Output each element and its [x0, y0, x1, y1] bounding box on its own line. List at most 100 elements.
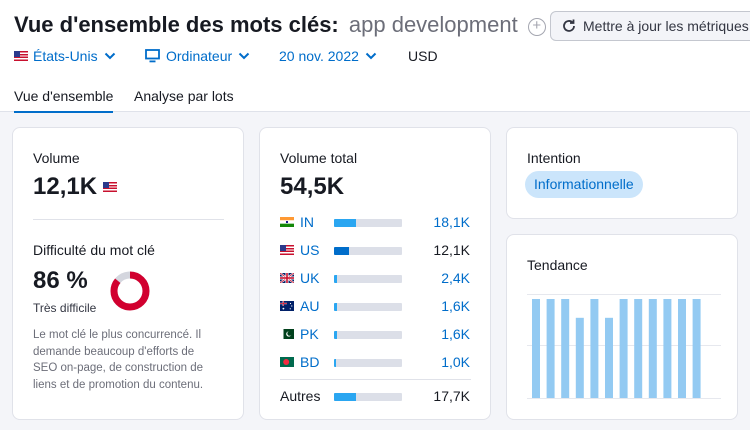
- share-bar: [334, 331, 402, 339]
- country-row-us: US 12,1K: [280, 242, 470, 260]
- country-volume-link[interactable]: 1,6K: [441, 326, 470, 342]
- others-value: 17,7K: [433, 388, 470, 404]
- pakistan-flag-icon: [280, 329, 294, 339]
- tab-bulk-analysis[interactable]: Analyse par lots: [134, 88, 234, 111]
- description-line: Le mot clé le plus concurrencé. Il: [33, 329, 202, 341]
- share-bar: [334, 247, 402, 255]
- tab-overview[interactable]: Vue d'ensemble: [14, 88, 114, 113]
- trend-bar[interactable]: [678, 299, 686, 398]
- country-filter-label: États-Unis: [33, 48, 98, 64]
- currency-value: USD: [408, 48, 438, 64]
- volume-card: Volume 12,1K Difficulté du mot clé 86 % …: [12, 127, 244, 420]
- bangladesh-flag-icon: [280, 357, 294, 367]
- trend-bar[interactable]: [575, 317, 584, 398]
- us-flag-icon: [103, 182, 118, 192]
- share-bar-fill: [334, 393, 356, 401]
- others-row: Autres 17,7K: [280, 388, 470, 406]
- trend-bar[interactable]: [663, 299, 672, 398]
- country-code-link[interactable]: PK: [300, 326, 319, 342]
- trend-bar[interactable]: [561, 299, 570, 398]
- intent-badge: Informationnelle: [525, 171, 643, 198]
- others-label: Autres: [280, 388, 321, 404]
- refresh-icon: [563, 19, 575, 32]
- trend-bar[interactable]: [532, 299, 540, 398]
- us-flag-icon: [14, 51, 28, 61]
- country-volume-link[interactable]: 18,1K: [433, 214, 470, 230]
- total-volume-label: Volume total: [280, 150, 358, 166]
- date-filter-label: 20 nov. 2022: [279, 48, 359, 64]
- country-code-link[interactable]: UK: [300, 270, 320, 286]
- date-filter[interactable]: 20 nov. 2022: [279, 48, 377, 64]
- intent-card: Intention Informationnelle: [506, 127, 738, 219]
- tab-overview-label: Vue d'ensemble: [14, 88, 114, 104]
- trend-bar[interactable]: [648, 299, 657, 398]
- share-bar: [334, 219, 402, 227]
- country-filter[interactable]: États-Unis: [14, 48, 116, 64]
- total-volume-card: Volume total 54,5K IN 18,1K US 12,1K UK …: [259, 127, 491, 420]
- india-flag-icon: [280, 217, 294, 227]
- country-row-au: AU 1,6K: [280, 298, 470, 316]
- device-filter-label: Ordinateur: [166, 48, 233, 64]
- description-line: demande beaucoup d'efforts de: [33, 345, 195, 358]
- description-line: liens et de promotion du contenu.: [33, 378, 204, 391]
- trend-bar[interactable]: [619, 299, 628, 398]
- description-line: SEO on-page, de construction de: [33, 362, 204, 374]
- country-code-link[interactable]: AU: [300, 298, 320, 314]
- add-keyword-icon[interactable]: +: [527, 18, 546, 36]
- trend-bar[interactable]: [590, 299, 599, 398]
- share-bar: [334, 275, 402, 283]
- country-code-link[interactable]: BD: [300, 354, 320, 370]
- tab-bulk-analysis-label: Analyse par lots: [134, 88, 234, 104]
- difficulty-description: Le mot clé le plus concurrencé. Il deman…: [33, 327, 233, 393]
- volume-value: 12,1K: [33, 173, 98, 200]
- share-bar-fill: [334, 247, 349, 255]
- chevron-down-icon: [238, 52, 250, 60]
- difficulty-text: Très difficile: [33, 301, 97, 315]
- trend-label: Tendance: [527, 257, 588, 273]
- update-metrics-button[interactable]: Mettre à jour les métriques: [550, 11, 750, 41]
- title-text: Vue d'ensemble des mots clés:: [14, 12, 339, 37]
- difficulty-label: Difficulté du mot clé: [33, 242, 155, 258]
- us-flag-icon: [280, 245, 294, 255]
- currency-label: USD: [408, 48, 438, 64]
- share-bar-fill: [334, 219, 357, 227]
- share-bar-fill: [334, 275, 338, 283]
- share-bar-fill: [334, 359, 337, 367]
- intent-label: Intention: [527, 150, 581, 166]
- page-header: Vue d'ensemble des mots clés: app develo…: [0, 0, 750, 113]
- country-row-pk: PK 1,6K: [280, 326, 470, 344]
- share-bar-fill: [334, 303, 337, 311]
- share-bar: [334, 303, 402, 311]
- volume-value-row: 12,1K: [33, 173, 118, 201]
- keyword-text: app development: [348, 12, 518, 37]
- difficulty-value: 86 %: [33, 267, 88, 294]
- country-code-link[interactable]: US: [300, 242, 320, 258]
- device-filter[interactable]: Ordinateur: [145, 48, 250, 64]
- page-title: Vue d'ensemble des mots clés: app develo…: [14, 12, 546, 38]
- trend-bar[interactable]: [692, 299, 701, 398]
- share-bar: [334, 359, 402, 367]
- share-bar-fill: [334, 331, 337, 339]
- country-volume-value: 12,1K: [433, 242, 470, 258]
- australia-flag-icon: [280, 301, 294, 311]
- country-code-link[interactable]: IN: [300, 214, 314, 230]
- trend-bar[interactable]: [634, 299, 643, 398]
- chevron-down-icon: [104, 52, 115, 60]
- country-volume-link[interactable]: 2,4K: [441, 270, 470, 286]
- country-row-bd: BD 1,0K: [280, 354, 470, 372]
- desktop-icon: [145, 49, 160, 63]
- divider: [280, 379, 471, 380]
- country-volume-link[interactable]: 1,6K: [441, 298, 470, 314]
- uk-flag-icon: [280, 273, 294, 283]
- difficulty-donut: [110, 271, 150, 311]
- share-bar: [334, 393, 402, 401]
- country-row-uk: UK 2,4K: [280, 270, 470, 288]
- chevron-down-icon: [365, 52, 377, 60]
- update-metrics-label: Mettre à jour les métriques: [583, 18, 749, 34]
- country-row-in: IN 18,1K: [280, 214, 470, 232]
- trend-bar[interactable]: [605, 317, 613, 398]
- trend-bar[interactable]: [546, 299, 555, 398]
- difficulty-donut-arc: [110, 271, 150, 311]
- total-volume-value: 54,5K: [280, 173, 345, 200]
- country-volume-link[interactable]: 1,0K: [441, 354, 470, 370]
